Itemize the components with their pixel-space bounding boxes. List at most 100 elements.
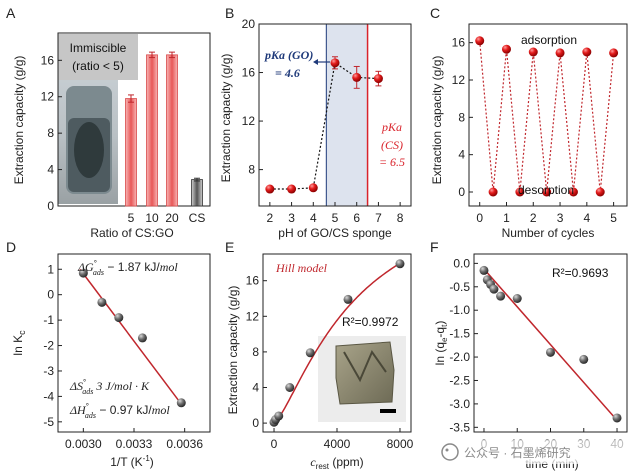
bar-ratio-5	[125, 98, 137, 207]
panel-letter-c: C	[430, 5, 440, 21]
panel-f-ytick-label: -3.0	[449, 397, 470, 411]
panel-f-point	[579, 354, 589, 364]
watermark: 公众号 · 石墨烯研究	[432, 440, 638, 464]
watermark-text: 公众号 · 石墨烯研究	[464, 445, 571, 460]
panel-c-dotted-line	[479, 40, 615, 193]
panel-c-ytick-label: 0	[458, 185, 465, 199]
panel-e-r2: R²=0.9972	[342, 315, 399, 329]
panel-letter-f: F	[430, 239, 439, 255]
panel-d-xlabel: 1/T (K-1)	[110, 454, 154, 469]
panel-d-ytick-label: -4	[43, 389, 54, 403]
watermark-logo-icon	[441, 443, 459, 461]
panel-b-ytick-label: 20	[242, 17, 256, 31]
panel-e-xtick-label: 8000	[387, 437, 414, 451]
panel-c-ytick-label: 8	[458, 110, 465, 124]
bar-ratio-CS	[191, 179, 203, 207]
panel-a-ylabel: Extraction capacity (g/g)	[12, 56, 26, 185]
pka-cs-label-line1: pKa	[381, 120, 402, 134]
panel-e-point	[343, 294, 353, 304]
panel-b-xlabel: pH of GO/CS sponge	[278, 226, 392, 240]
panel-c-point	[515, 187, 525, 197]
panel-a-ytick-label: 12	[41, 90, 55, 104]
panel-b-frame	[258, 23, 412, 207]
pka-cs-label-line2: (CS)	[381, 138, 403, 152]
panel-d-xtick-label: 0.0030	[65, 437, 102, 451]
pka-go-label-line1: pKa (GO)	[264, 48, 313, 62]
panel-e-ytick-label: 8	[252, 345, 259, 359]
vial-sponge-fragments	[74, 122, 104, 178]
panel-c-point	[595, 187, 605, 197]
panel-d-ytick-label: -1	[43, 313, 54, 327]
panel-d-point	[176, 398, 186, 408]
panel-e-ytick-label: 0	[252, 416, 259, 430]
panel-c-ytick-label: 4	[458, 148, 465, 162]
panel-f-point	[479, 265, 489, 275]
scale-bar	[380, 409, 396, 413]
panel-letter-a: A	[6, 5, 16, 21]
panel-a-bar-chart: Immiscible (ratio < 5) 5 10 20 CS 0 4 8 12 16 Ex…	[12, 32, 211, 240]
panel-e-point	[395, 259, 405, 269]
panel-a-ytick-label: 4	[47, 163, 54, 177]
panel-b-xtick-label: 7	[375, 211, 382, 225]
panel-b-ytick-label: 16	[242, 66, 256, 80]
panel-d-ytick-label: -2	[43, 339, 54, 353]
panel-c-frame	[468, 23, 628, 207]
panel-f-point	[512, 294, 522, 303]
panel-letter-b: B	[225, 5, 234, 21]
panel-d-point	[114, 313, 124, 323]
panel-letter-e: E	[225, 239, 234, 255]
panel-c-point	[555, 48, 565, 58]
panel-b-point-ph-7	[373, 74, 383, 84]
panel-c-xtick-label: 1	[503, 211, 510, 225]
panel-c-ytick-label: 16	[452, 36, 466, 50]
panel-e-ytick-label: 12	[246, 309, 260, 323]
panel-d-ylabel: ln Kc	[11, 330, 27, 356]
panel-f-ytick-label: 0.0	[453, 256, 470, 270]
panel-b-ytick-label: 8	[248, 163, 255, 177]
panel-d-fit-line	[79, 268, 182, 405]
panel-b-xtick-label: 3	[288, 211, 295, 225]
panel-c-point	[542, 187, 552, 197]
hill-fit-curve	[273, 260, 404, 424]
panel-f-ytick-label: -2.5	[449, 373, 470, 387]
pka-cs-label-line3: = 6.5	[379, 155, 405, 169]
panel-b-point-ph-4	[308, 183, 318, 193]
panel-d-scatter: 1 0 -1 -2 -3 -4 -5 0.0030 0.0033 0.0036 ΔG° ads − …	[11, 253, 211, 469]
panel-c-point	[475, 36, 485, 46]
panel-f-ytick-label: -1.5	[449, 327, 470, 341]
panel-f-scatter: 0.0-0.5-1.0-1.5-2.0-2.5-3.0-3.5010203040…	[433, 253, 628, 471]
panel-d-ytick-label: -5	[43, 415, 54, 429]
panel-c-point	[501, 44, 511, 54]
bar-ratio-10	[146, 54, 158, 207]
panel-b-point-ph-2	[265, 184, 275, 194]
immiscible-label-box	[58, 34, 138, 80]
panel-a-ytick-label: 16	[41, 53, 55, 67]
panel-b-xtick-label: 4	[310, 211, 317, 225]
panel-b-xtick-label: 5	[332, 211, 339, 225]
panel-f-ytick-label: -0.5	[449, 280, 470, 294]
panel-e-ytick-label: 16	[246, 274, 260, 288]
panel-d-xtick-label: 0.0033	[116, 437, 153, 451]
panel-c-point	[609, 48, 619, 58]
panel-e-ylabel: Extraction capacity (g/g)	[226, 286, 240, 415]
panel-c-ytick-label: 12	[452, 73, 466, 87]
panel-e-ytick-label: 4	[252, 381, 259, 395]
panel-a-ytick-label: 0	[47, 199, 54, 213]
panel-letter-d: D	[6, 239, 16, 255]
panel-c-xtick-label: 3	[557, 211, 564, 225]
immiscible-label-line2: (ratio < 5)	[72, 59, 124, 73]
sponge-photo-detail	[343, 349, 387, 383]
panel-e-point	[285, 383, 295, 392]
panel-e-xtick-label: 4000	[324, 437, 351, 451]
panel-f-ytick-label: -1.0	[449, 303, 470, 317]
panel-c-xlabel: Number of cycles	[502, 226, 595, 240]
panel-c-ylabel: Extraction capacity (g/g)	[430, 56, 444, 185]
xtick-label-ratio: 20	[165, 211, 179, 225]
panel-e-xlabel: crest (ppm)	[310, 455, 363, 471]
panel-c-point	[582, 47, 592, 57]
watermark-logo-dot	[445, 448, 449, 452]
panel-f-point	[546, 347, 555, 357]
panel-d-xtick-label: 0.0036	[166, 437, 203, 451]
